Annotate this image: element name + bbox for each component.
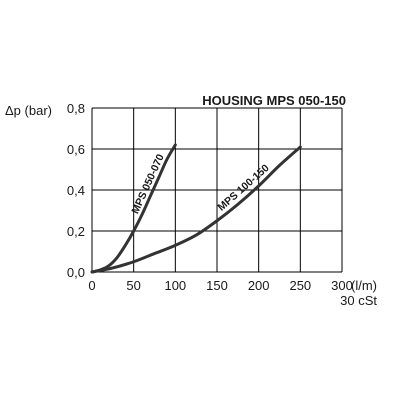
x-tick-label-200: 200 bbox=[248, 278, 270, 293]
x-tick-label-250: 250 bbox=[289, 278, 311, 293]
series-label-1: MPS 100-150 bbox=[216, 162, 272, 214]
y-axis-label: Δp (bar) bbox=[5, 103, 52, 118]
y-tick-label-0: 0,0 bbox=[67, 265, 85, 280]
series-line-0 bbox=[90, 143, 177, 274]
tick-labels: 0 50 100 150 200 250 300 0,0 0,2 0,4 0,6 0,8 bbox=[67, 101, 353, 293]
series-label-0: MPS 050-070 bbox=[129, 152, 166, 216]
x-tick-label-100: 100 bbox=[164, 278, 186, 293]
x-axis-label: (l/m) bbox=[351, 278, 377, 293]
x-tick-label-150: 150 bbox=[206, 278, 228, 293]
y-tick-label-1: 0,2 bbox=[67, 224, 85, 239]
x-tick-label-0: 0 bbox=[88, 278, 95, 293]
x-tick-label-300: 300 bbox=[331, 278, 353, 293]
chart-title: HOUSING MPS 050-150 bbox=[202, 93, 346, 108]
y-tick-label-4: 0,8 bbox=[67, 101, 85, 116]
series-line-1 bbox=[90, 145, 302, 274]
y-tick-label-2: 0,4 bbox=[67, 183, 85, 198]
grid bbox=[91, 107, 343, 273]
x-axis-unit-note: 30 cSt bbox=[340, 293, 377, 308]
x-tick-label-50: 50 bbox=[126, 278, 140, 293]
series: MPS 050-070 MPS 100-150 bbox=[90, 143, 302, 274]
y-tick-label-3: 0,6 bbox=[67, 142, 85, 157]
